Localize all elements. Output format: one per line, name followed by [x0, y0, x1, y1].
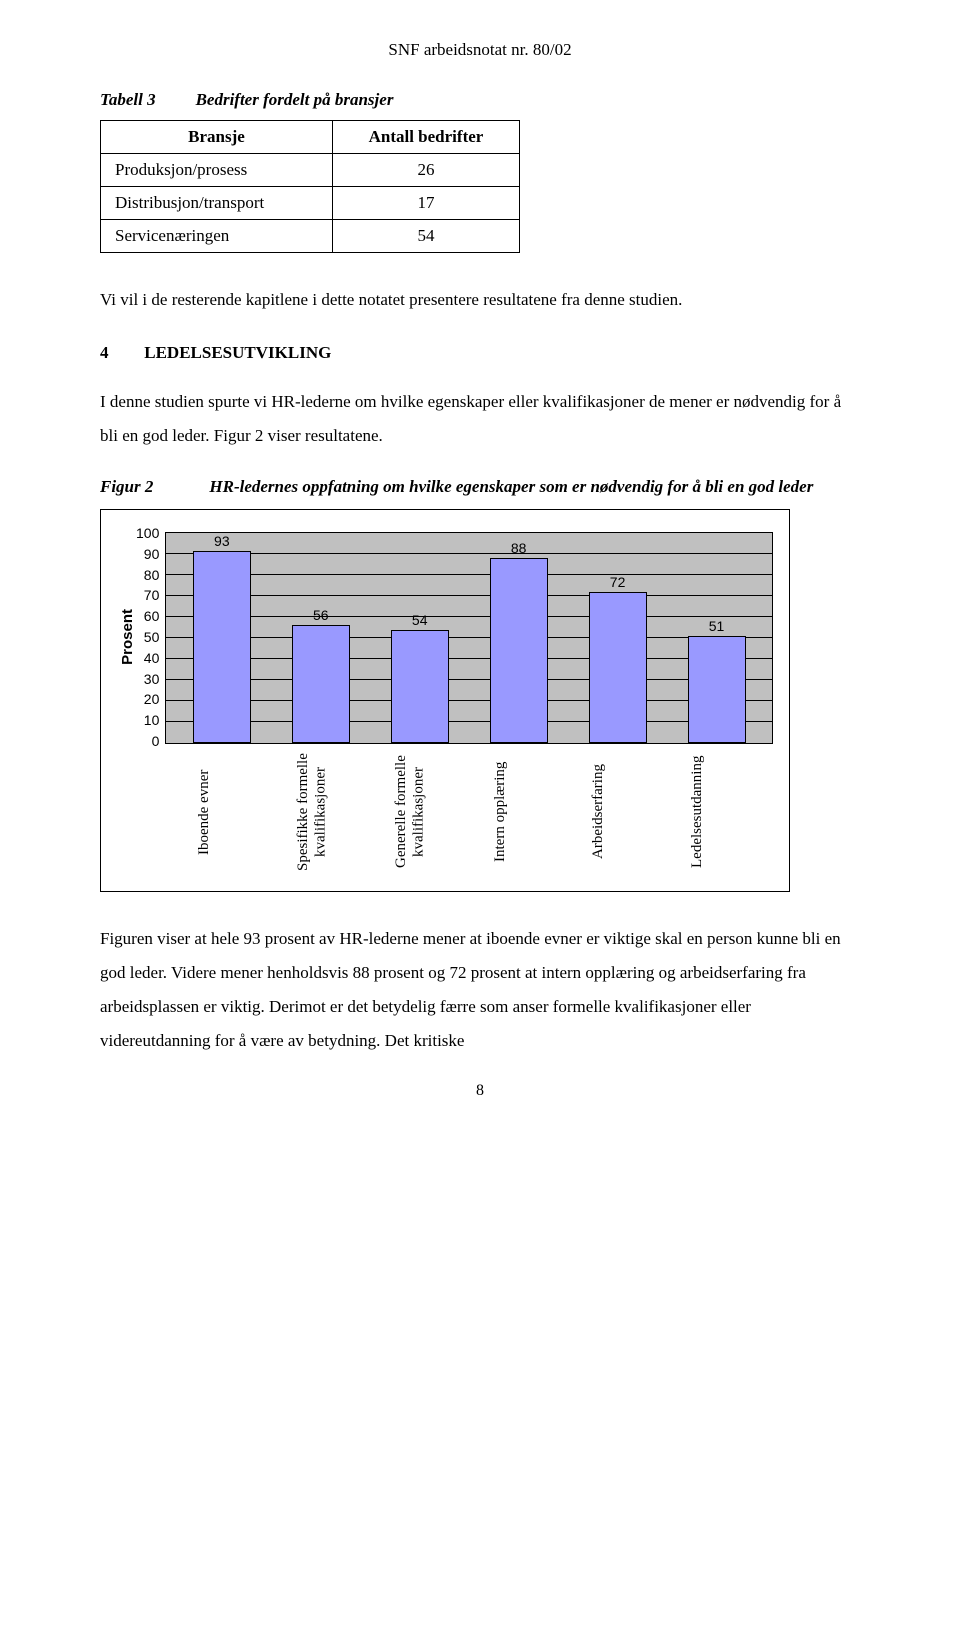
paragraph-intro: Vi vil i de resterende kapitlene i dette…: [100, 283, 860, 317]
xlabel: Generelle formelle kvalifikasjoner: [393, 749, 451, 881]
ytick: 50: [136, 629, 159, 645]
gridline: [166, 721, 772, 722]
table3-label: Tabell 3: [100, 90, 156, 110]
chart-plot: 93 56 54 88 72 51: [165, 532, 773, 744]
gridline: [166, 637, 772, 638]
bar-group: 88: [490, 533, 548, 743]
ytick: 20: [136, 691, 159, 707]
bar-group: 56: [292, 533, 350, 743]
cell-antall: 26: [332, 154, 519, 187]
bar-value: 72: [610, 574, 626, 590]
gridline: [166, 553, 772, 554]
xlabel: Arbeidserfaring: [590, 749, 648, 881]
bar-value: 56: [313, 607, 329, 623]
paragraph-result: Figuren viser at hele 93 prosent av HR-l…: [100, 922, 860, 1058]
table-row: Produksjon/prosess 26: [101, 154, 520, 187]
chart-xlabels: Iboende evner Spesifikke formelle kvalifi…: [170, 749, 773, 881]
page-number: 8: [100, 1082, 860, 1100]
bar: [292, 625, 350, 743]
ytick: 30: [136, 671, 159, 687]
ytick: 70: [136, 587, 159, 603]
chart: Prosent 1009080706050403020100 935654887…: [117, 532, 773, 881]
table-header-row: Bransje Antall bedrifter: [101, 121, 520, 154]
bar: [391, 630, 449, 743]
figure2-caption: Figur 2 HR-ledernes oppfatning om hvilke…: [100, 477, 860, 497]
ytick: 100: [136, 525, 159, 541]
doc-header: SNF arbeidsnotat nr. 80/02: [100, 40, 860, 60]
ytick: 60: [136, 608, 159, 624]
section-title: LEDELSESUTVIKLING: [144, 343, 331, 362]
bar-value: 88: [511, 540, 527, 556]
table-row: Distribusjon/transport 17: [101, 187, 520, 220]
bar-group: 51: [688, 533, 746, 743]
gridline: [166, 700, 772, 701]
col-antall: Antall bedrifter: [332, 121, 519, 154]
bar: [589, 592, 647, 743]
xlabel: Ledelsesutdanning: [689, 749, 747, 881]
col-bransje: Bransje: [101, 121, 333, 154]
ytick: 80: [136, 567, 159, 583]
cell-bransje: Distribusjon/transport: [101, 187, 333, 220]
table3: Bransje Antall bedrifter Produksjon/pros…: [100, 120, 520, 253]
bar-group: 72: [589, 533, 647, 743]
bar-value: 93: [214, 533, 230, 549]
bar: [490, 558, 548, 743]
chart-frame: Prosent 1009080706050403020100 935654887…: [100, 509, 790, 892]
paragraph-section: I denne studien spurte vi HR-lederne om …: [100, 385, 860, 453]
ytick: 0: [136, 733, 159, 749]
cell-antall: 54: [332, 220, 519, 253]
bar: [193, 551, 251, 743]
table3-caption: Tabell 3 Bedrifter fordelt på bransjer: [100, 90, 860, 110]
ytick: 90: [136, 546, 159, 562]
ytick: 40: [136, 650, 159, 666]
gridline: [166, 658, 772, 659]
table3-title: Bedrifter fordelt på bransjer: [196, 90, 394, 110]
cell-bransje: Servicenæringen: [101, 220, 333, 253]
table-row: Servicenæringen 54: [101, 220, 520, 253]
gridline: [166, 574, 772, 575]
gridline: [166, 679, 772, 680]
chart-body: 1009080706050403020100 935654887251 Iboe…: [136, 532, 773, 881]
figure2-title: HR-ledernes oppfatning om hvilke egenska…: [209, 477, 813, 497]
xlabel: Spesifikke formelle kvalifikasjoner: [295, 749, 353, 881]
xlabel: Intern opplæring: [492, 749, 550, 881]
cell-antall: 17: [332, 187, 519, 220]
gridline: [166, 595, 772, 596]
section-number: 4: [100, 343, 140, 363]
bar-group: 54: [391, 533, 449, 743]
bar-value: 51: [709, 618, 725, 634]
bar-value: 54: [412, 612, 428, 628]
chart-yticks: 1009080706050403020100: [136, 525, 165, 749]
figure2-label: Figur 2: [100, 477, 153, 497]
xlabel: Iboende evner: [196, 749, 254, 881]
cell-bransje: Produksjon/prosess: [101, 154, 333, 187]
bar: [688, 636, 746, 743]
bar-group: 93: [193, 533, 251, 743]
gridline: [166, 616, 772, 617]
chart-ylabel: Prosent: [117, 609, 136, 665]
page: SNF arbeidsnotat nr. 80/02 Tabell 3 Bedr…: [0, 0, 960, 1140]
ytick: 10: [136, 712, 159, 728]
section-heading: 4 LEDELSESUTVIKLING: [100, 343, 860, 363]
